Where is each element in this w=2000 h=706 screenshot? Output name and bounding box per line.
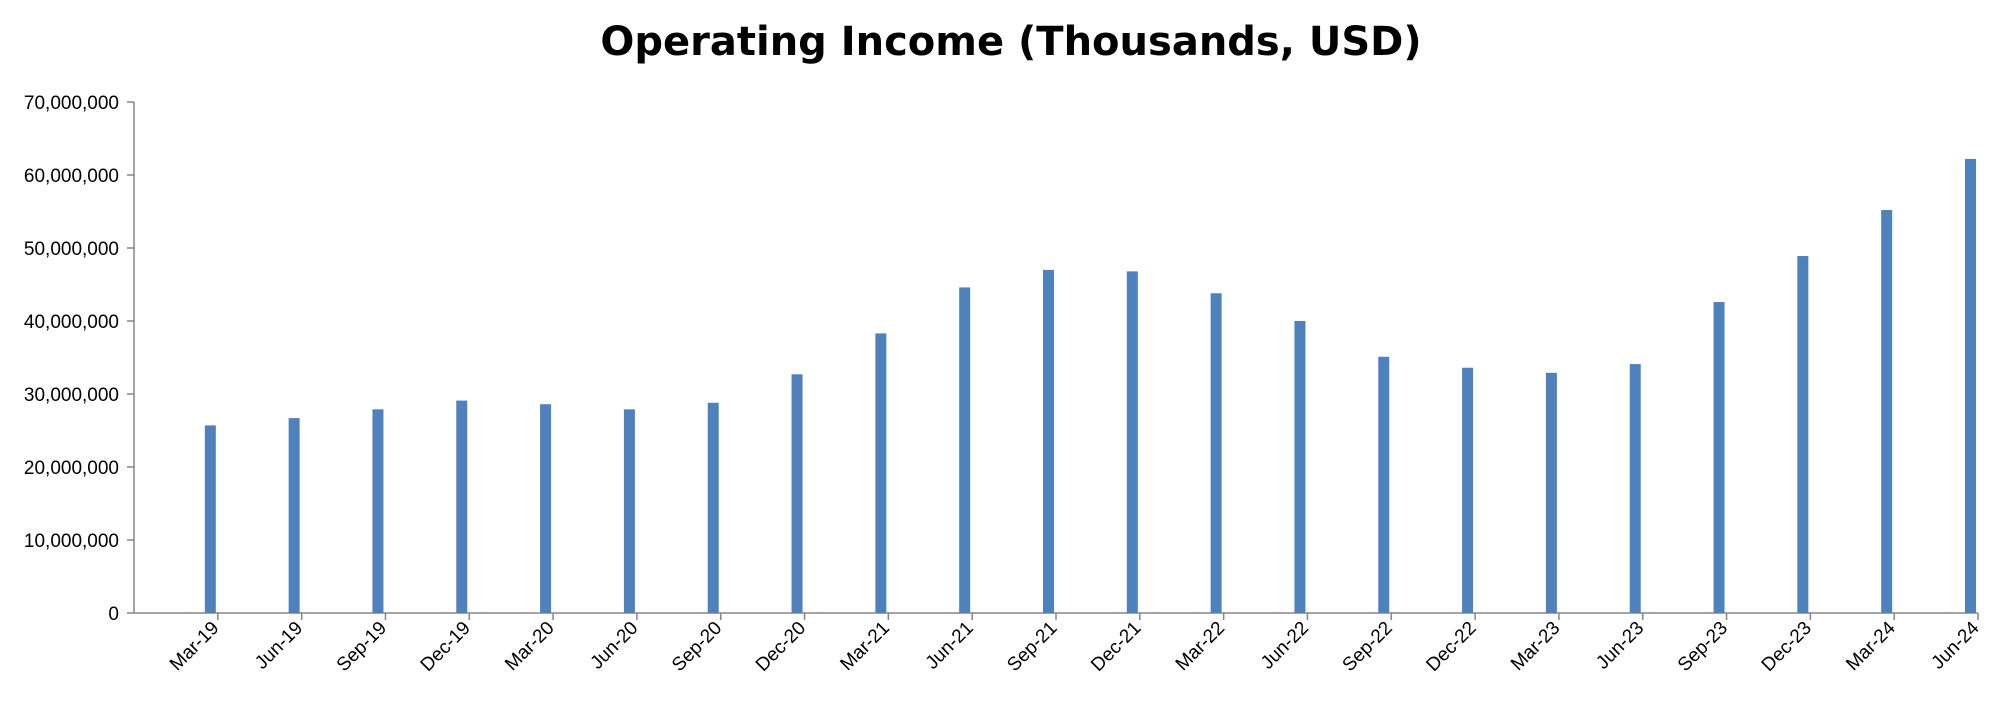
x-tick-label: Jun-23 [1592, 618, 1648, 674]
x-tick-label: Jun-21 [922, 618, 978, 674]
bars [204, 158, 1976, 614]
bar-mar-24 [1881, 210, 1893, 614]
y-tick-label: 0 [108, 604, 119, 625]
bar-jun-19 [288, 418, 300, 613]
bar-jun-21 [959, 287, 971, 613]
x-tick-label: Jun-19 [251, 618, 307, 674]
y-tick-label: 60,000,000 [24, 166, 119, 187]
y-tick-label: 30,000,000 [24, 385, 119, 406]
x-tick-label: Sep-20 [668, 618, 726, 676]
x-tick-label: Dec-20 [752, 618, 810, 676]
bar-jun-23 [1629, 364, 1641, 613]
x-tick-label: Jun-22 [1257, 618, 1313, 674]
x-tick-label: Mar-23 [1507, 618, 1564, 675]
bar-dec-20 [791, 374, 803, 613]
bar-sep-19 [372, 409, 384, 613]
bar-mar-20 [540, 404, 552, 613]
bar-dec-19 [456, 400, 468, 613]
y-tick-label: 10,000,000 [24, 531, 119, 552]
x-tick-label: Mar-20 [501, 618, 558, 675]
x-tick-label: Jun-24 [1928, 617, 1984, 673]
bar-dec-22 [1462, 367, 1474, 613]
y-axis: 0 10,000,000 20,000,000 30,000,000 40,000,00… [24, 93, 135, 625]
bar-sep-20 [707, 402, 719, 613]
bar-jun-24 [1965, 158, 1976, 613]
bar-sep-23 [1713, 302, 1725, 613]
x-tick-label: Mar-24 [1842, 617, 1900, 675]
x-tick-label: Mar-22 [1172, 618, 1229, 675]
x-tick-label: Sep-21 [1003, 618, 1061, 676]
x-tick-label: Dec-22 [1422, 618, 1480, 676]
x-tick-label: Mar-21 [836, 618, 893, 675]
x-axis: Mar-19 Jun-19 Sep-19 Dec-19 Mar-20 Jun-20 Sep-… [134, 612, 1984, 676]
bar-jun-22 [1294, 321, 1306, 613]
chart-title: Operating Income (Thousands, USD) [600, 19, 1421, 65]
x-tick-label: Sep-19 [333, 618, 391, 676]
x-tick-label: Dec-23 [1758, 618, 1816, 676]
bar-dec-23 [1797, 256, 1809, 613]
x-tick-label: Mar-19 [166, 618, 223, 675]
y-tick-label: 70,000,000 [24, 93, 119, 114]
bar-jun-20 [623, 409, 635, 613]
x-tick-label: Jun-20 [587, 618, 643, 674]
y-tick-label: 40,000,000 [24, 312, 119, 333]
bar-mar-19 [204, 425, 216, 613]
bar-sep-22 [1378, 356, 1390, 613]
bar-mar-21 [875, 333, 887, 613]
x-tick-label: Sep-22 [1339, 618, 1397, 676]
bar-mar-23 [1545, 372, 1557, 613]
y-tick-label: 20,000,000 [24, 458, 119, 479]
bar-mar-22 [1210, 293, 1222, 613]
bar-sep-21 [1043, 269, 1054, 613]
bar-dec-21 [1126, 271, 1138, 613]
x-tick-label: Dec-21 [1087, 618, 1145, 676]
x-tick-label: Dec-19 [417, 618, 475, 676]
y-tick-label: 50,000,000 [24, 239, 119, 260]
x-tick-label: Sep-23 [1674, 618, 1732, 676]
